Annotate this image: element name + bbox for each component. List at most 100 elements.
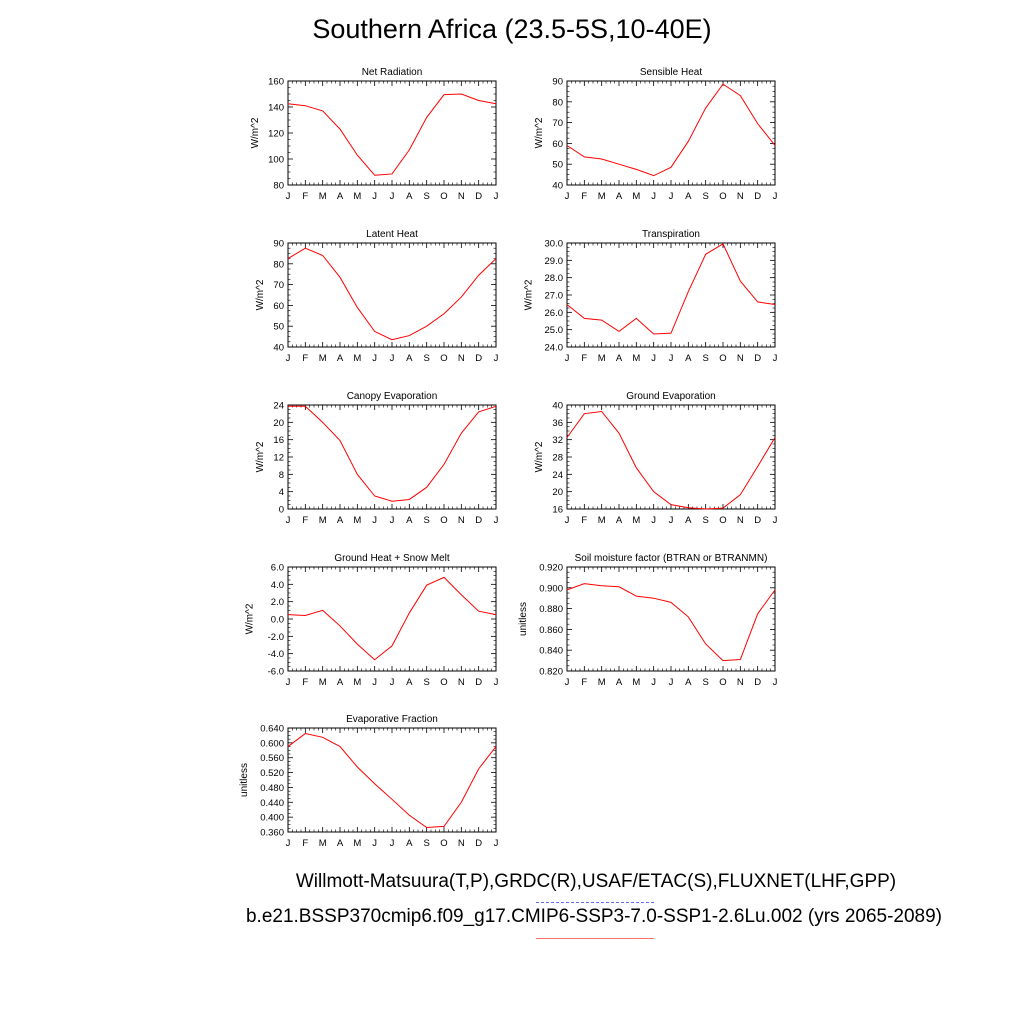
- x-tick-label: J: [494, 838, 499, 849]
- y-tick-label: 16: [273, 435, 284, 446]
- x-tick-label: A: [406, 191, 413, 202]
- x-tick-label: J: [372, 838, 377, 849]
- x-tick-label: M: [353, 677, 361, 688]
- y-tick-label: 28: [552, 453, 563, 464]
- page-title: Southern Africa (23.5-5S,10-40E): [312, 14, 712, 44]
- x-tick-label: J: [773, 677, 778, 688]
- y-tick-label: 6.0: [271, 563, 284, 574]
- x-tick-label: S: [423, 838, 429, 849]
- y-tick-label: 160: [268, 77, 284, 88]
- y-tick-label: -2.0: [268, 632, 284, 643]
- y-tick-label: 4: [279, 487, 284, 498]
- y-tick-label: 16: [552, 505, 563, 516]
- y-tick-label: -6.0: [268, 667, 284, 678]
- x-tick-label: A: [337, 838, 344, 849]
- x-tick-label: J: [372, 353, 377, 364]
- y-tick-label: 90: [552, 77, 563, 88]
- x-tick-label: J: [565, 677, 570, 688]
- x-tick-label: A: [337, 353, 344, 364]
- y-tick-label: 12: [273, 453, 284, 464]
- y-tick-label: 0.360: [260, 828, 284, 839]
- x-tick-label: A: [406, 838, 413, 849]
- x-tick-label: D: [754, 677, 761, 688]
- y-tick-label: 50: [273, 322, 284, 333]
- x-tick-label: A: [616, 191, 623, 202]
- x-tick-label: S: [423, 191, 429, 202]
- x-tick-label: A: [616, 515, 623, 526]
- y-tick-label: 0.440: [260, 798, 284, 809]
- y-tick-label: 0.900: [539, 583, 563, 594]
- x-tick-label: A: [685, 191, 692, 202]
- y-axis-label: W/m^2: [250, 117, 261, 148]
- y-tick-label: 36: [552, 418, 563, 429]
- x-tick-label: D: [754, 191, 761, 202]
- y-tick-label: 140: [268, 103, 284, 114]
- x-tick-label: F: [581, 677, 587, 688]
- x-tick-label: M: [353, 353, 361, 364]
- y-tick-label: 20: [273, 418, 284, 429]
- chart-title: Ground Evaporation: [626, 391, 716, 402]
- y-axis-label: W/m^2: [244, 603, 255, 634]
- y-tick-label: 0.920: [539, 563, 563, 574]
- chart-title: Evaporative Fraction: [346, 714, 438, 725]
- y-tick-label: 0.820: [539, 667, 563, 678]
- plot-frame: [287, 242, 497, 348]
- x-tick-label: J: [773, 515, 778, 526]
- x-tick-label: M: [353, 515, 361, 526]
- x-tick-label: M: [632, 191, 640, 202]
- x-tick-label: F: [581, 353, 587, 364]
- y-tick-label: 90: [273, 239, 284, 250]
- x-tick-label: O: [440, 191, 447, 202]
- x-tick-label: J: [565, 515, 570, 526]
- y-tick-label: 2.0: [271, 597, 284, 608]
- y-tick-label: 0.0: [271, 615, 284, 626]
- y-axis-label: W/m^2: [534, 441, 545, 472]
- x-tick-label: S: [702, 353, 708, 364]
- x-tick-label: J: [390, 191, 395, 202]
- y-tick-label: 80: [273, 259, 284, 270]
- x-tick-label: N: [458, 838, 465, 849]
- plot-frame: [287, 404, 497, 510]
- x-tick-label: M: [319, 838, 327, 849]
- footer-model-line: b.e21.BSSP370cmip6.f09_g17.CMIP6-SSP3-7.…: [245, 906, 943, 927]
- x-tick-label: A: [337, 191, 344, 202]
- x-tick-label: J: [286, 191, 291, 202]
- y-tick-label: 26.0: [545, 308, 564, 319]
- x-tick-label: S: [702, 677, 708, 688]
- y-axis-label: unitless: [518, 602, 529, 636]
- y-axis-label: unitless: [239, 763, 250, 797]
- y-tick-label: 30.0: [545, 239, 564, 250]
- x-tick-label: J: [773, 353, 778, 364]
- x-tick-label: J: [372, 191, 377, 202]
- series-line: [566, 83, 776, 177]
- y-tick-label: 0.480: [260, 783, 284, 794]
- x-tick-label: S: [702, 191, 708, 202]
- plot-frame: [566, 80, 776, 186]
- x-tick-label: M: [598, 515, 606, 526]
- x-tick-label: J: [390, 515, 395, 526]
- x-tick-label: N: [737, 515, 744, 526]
- x-tick-label: J: [669, 515, 674, 526]
- x-tick-label: N: [458, 515, 465, 526]
- y-axis-label: W/m^2: [255, 279, 266, 310]
- x-tick-label: O: [719, 515, 726, 526]
- x-tick-label: O: [440, 515, 447, 526]
- plot-frame: [287, 566, 497, 672]
- x-tick-label: J: [390, 838, 395, 849]
- y-tick-label: 120: [268, 129, 284, 140]
- y-tick-label: 32: [552, 435, 563, 446]
- y-tick-label: 24.0: [545, 343, 564, 354]
- y-tick-label: 28.0: [545, 273, 564, 284]
- x-tick-label: M: [353, 838, 361, 849]
- y-tick-label: -4.0: [268, 649, 284, 660]
- series-line: [287, 93, 497, 176]
- y-tick-label: 60: [552, 139, 563, 150]
- y-tick-label: 40: [552, 181, 563, 192]
- plot-frame: [566, 242, 776, 348]
- y-tick-label: 24: [273, 401, 284, 412]
- x-tick-label: J: [286, 515, 291, 526]
- x-tick-label: F: [302, 191, 308, 202]
- chart-title: Latent Heat: [366, 229, 418, 240]
- x-tick-label: F: [581, 191, 587, 202]
- x-tick-label: D: [475, 515, 482, 526]
